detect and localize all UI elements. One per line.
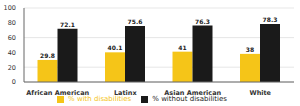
svg-text:78.3: 78.3 [263, 16, 278, 23]
svg-text:80: 80 [8, 19, 16, 27]
svg-text:41: 41 [178, 44, 186, 51]
svg-text:40.1: 40.1 [108, 44, 123, 51]
svg-text:White: White [249, 89, 271, 97]
svg-text:20: 20 [8, 64, 16, 72]
svg-text:76.3: 76.3 [195, 18, 210, 25]
svg-text:72.1: 72.1 [60, 21, 75, 28]
svg-text:29.8: 29.8 [40, 52, 55, 59]
svg-text:38: 38 [246, 46, 254, 53]
svg-text:100: 100 [4, 4, 16, 12]
svg-text:60: 60 [8, 34, 16, 42]
html-text:% with disabilities: % with disabilities [68, 95, 132, 103]
html-text:% without disabilities: % without disabilities [152, 95, 227, 103]
svg-text:Latinx: Latinx [114, 89, 137, 97]
svg-text:75.6: 75.6 [128, 18, 143, 25]
svg-text:40: 40 [8, 49, 16, 57]
svg-text:0: 0 [12, 78, 16, 86]
svg-text:African American: African American [26, 89, 89, 97]
svg-text:Asian American: Asian American [164, 89, 221, 97]
